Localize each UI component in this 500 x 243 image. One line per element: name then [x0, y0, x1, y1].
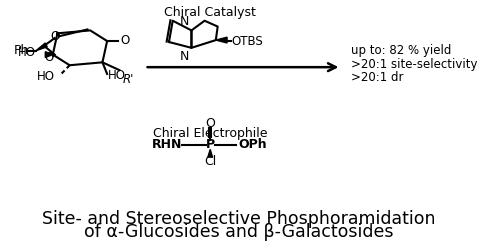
Polygon shape [216, 37, 227, 43]
Polygon shape [36, 43, 47, 51]
Text: N: N [180, 16, 190, 28]
Text: Site- and Stereoselective Phosphoramidation: Site- and Stereoselective Phosphoramidat… [42, 210, 435, 228]
Text: Chiral Electrophile: Chiral Electrophile [153, 127, 268, 140]
Text: HO: HO [18, 46, 36, 59]
Text: Chiral Catalyst: Chiral Catalyst [164, 6, 256, 19]
Text: up to: 82 % yield: up to: 82 % yield [350, 44, 451, 57]
Text: HO: HO [108, 69, 126, 82]
Text: O: O [120, 34, 130, 47]
Text: HO: HO [36, 70, 54, 83]
Text: N: N [180, 50, 190, 63]
Text: of α-Glucosides and β-Galactosides: of α-Glucosides and β-Galactosides [84, 223, 393, 241]
Text: >20:1 site-selectivity: >20:1 site-selectivity [350, 58, 477, 71]
Text: P: P [206, 138, 215, 151]
Text: R': R' [123, 73, 134, 86]
Polygon shape [46, 52, 53, 58]
Text: O: O [44, 51, 54, 64]
Text: OTBS: OTBS [232, 35, 264, 48]
Text: OPh: OPh [238, 138, 267, 151]
Text: >20:1 dr: >20:1 dr [350, 71, 403, 84]
Text: Ph: Ph [14, 44, 29, 57]
Text: O: O [206, 117, 215, 130]
Text: RHN: RHN [152, 138, 182, 151]
Text: Cl: Cl [204, 156, 216, 168]
Text: O: O [50, 30, 59, 43]
Polygon shape [208, 149, 212, 157]
